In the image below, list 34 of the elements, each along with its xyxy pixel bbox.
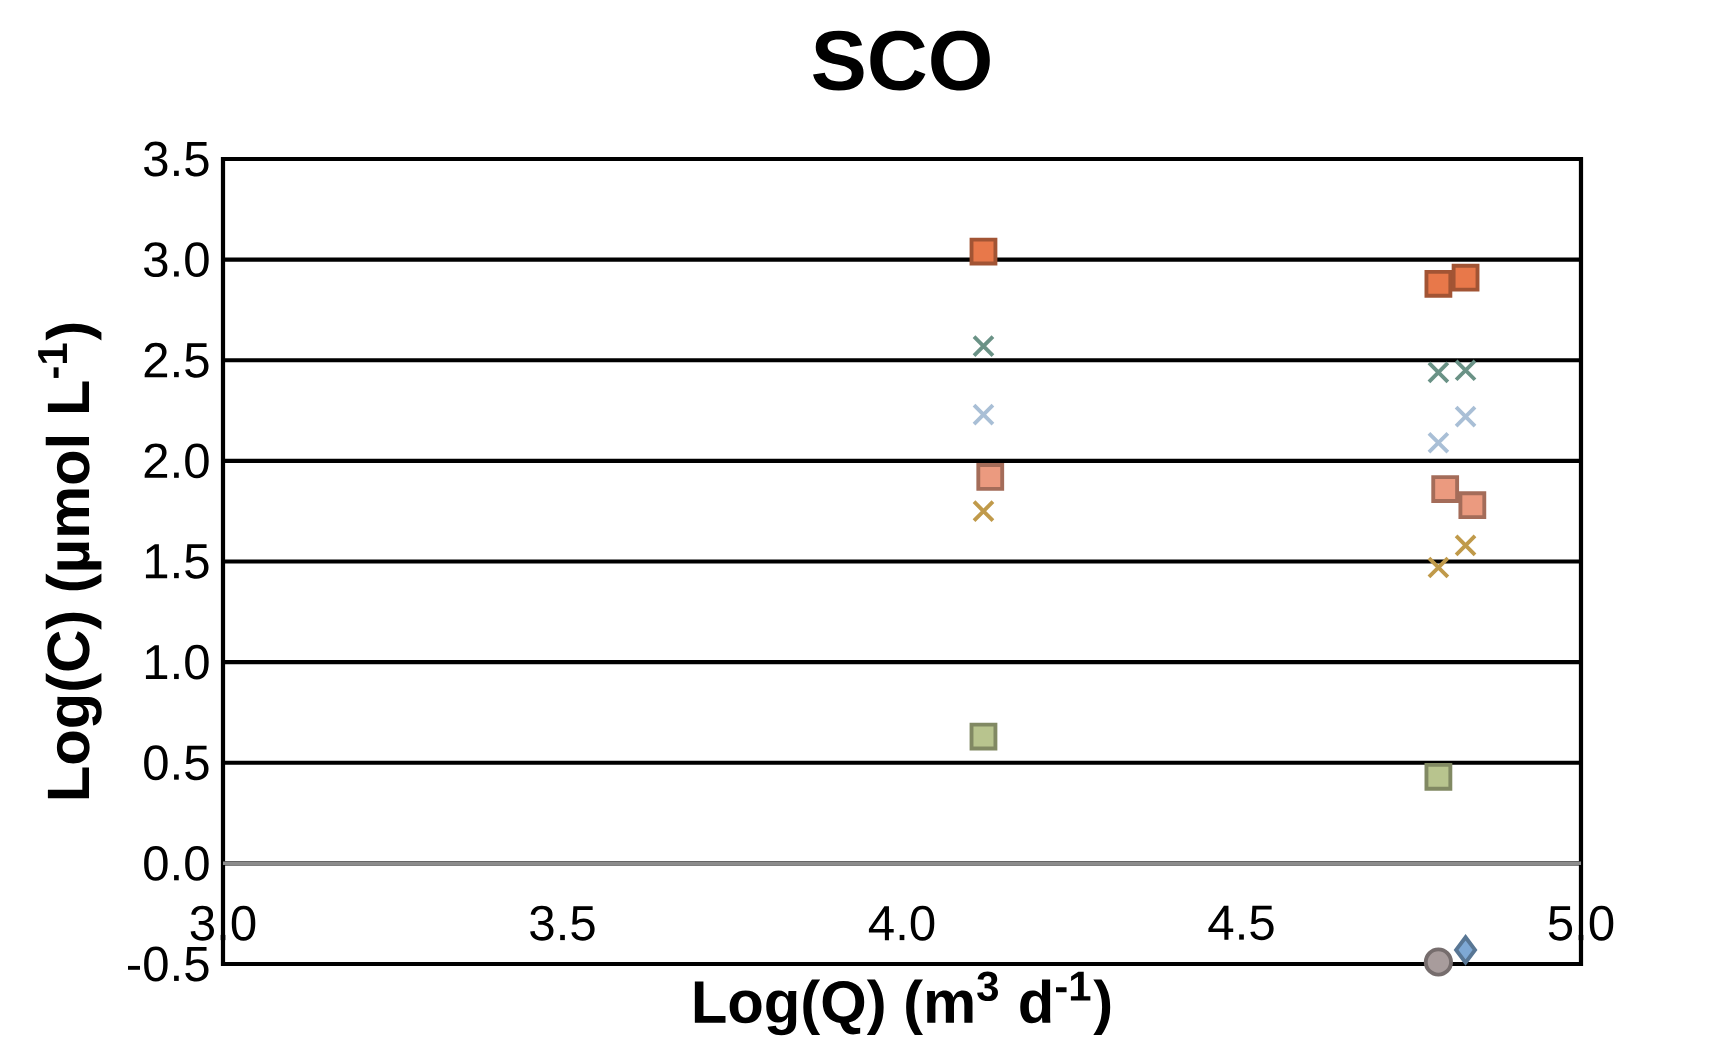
x-tick-label: 4.5 xyxy=(1208,905,1274,941)
y-tick-label: 2.0 xyxy=(144,443,209,479)
point xyxy=(1431,475,1460,503)
point xyxy=(1454,935,1477,965)
point xyxy=(1424,762,1453,791)
point xyxy=(1454,534,1477,557)
point xyxy=(1424,269,1453,298)
point xyxy=(1454,358,1477,382)
point xyxy=(976,463,1005,491)
point xyxy=(1458,491,1487,520)
y-tick-label: 0.0 xyxy=(144,845,209,881)
y-tick-label: 2.5 xyxy=(144,342,209,378)
y-tick-label: 1.5 xyxy=(145,544,209,579)
point xyxy=(969,237,998,266)
point xyxy=(972,403,995,426)
point xyxy=(1427,431,1450,455)
point xyxy=(1427,556,1450,579)
y-axis-title: Log(C) (µmol L$^{-1}$) xyxy=(38,323,102,799)
point xyxy=(969,722,998,751)
point xyxy=(1451,263,1480,292)
y-tick-label: 3.5 xyxy=(144,141,209,177)
point xyxy=(1427,360,1450,384)
y-tick-label: 3.0 xyxy=(144,242,209,278)
y-tick-label: 1.0 xyxy=(145,644,209,680)
point xyxy=(972,499,995,523)
y-tick-label: -0.5 xyxy=(128,946,209,982)
x-tick-label: 4.0 xyxy=(868,905,935,941)
y-tick-label: 0.5 xyxy=(144,745,209,781)
chart-title: SCO xyxy=(813,30,990,91)
x-tick-label: 3.5 xyxy=(530,905,595,941)
point xyxy=(972,334,995,358)
point xyxy=(1423,947,1453,977)
point xyxy=(1454,405,1477,428)
x-axis-title: Log(Q) (m$^{3}$ d$^{-1}$) xyxy=(694,971,1111,1036)
